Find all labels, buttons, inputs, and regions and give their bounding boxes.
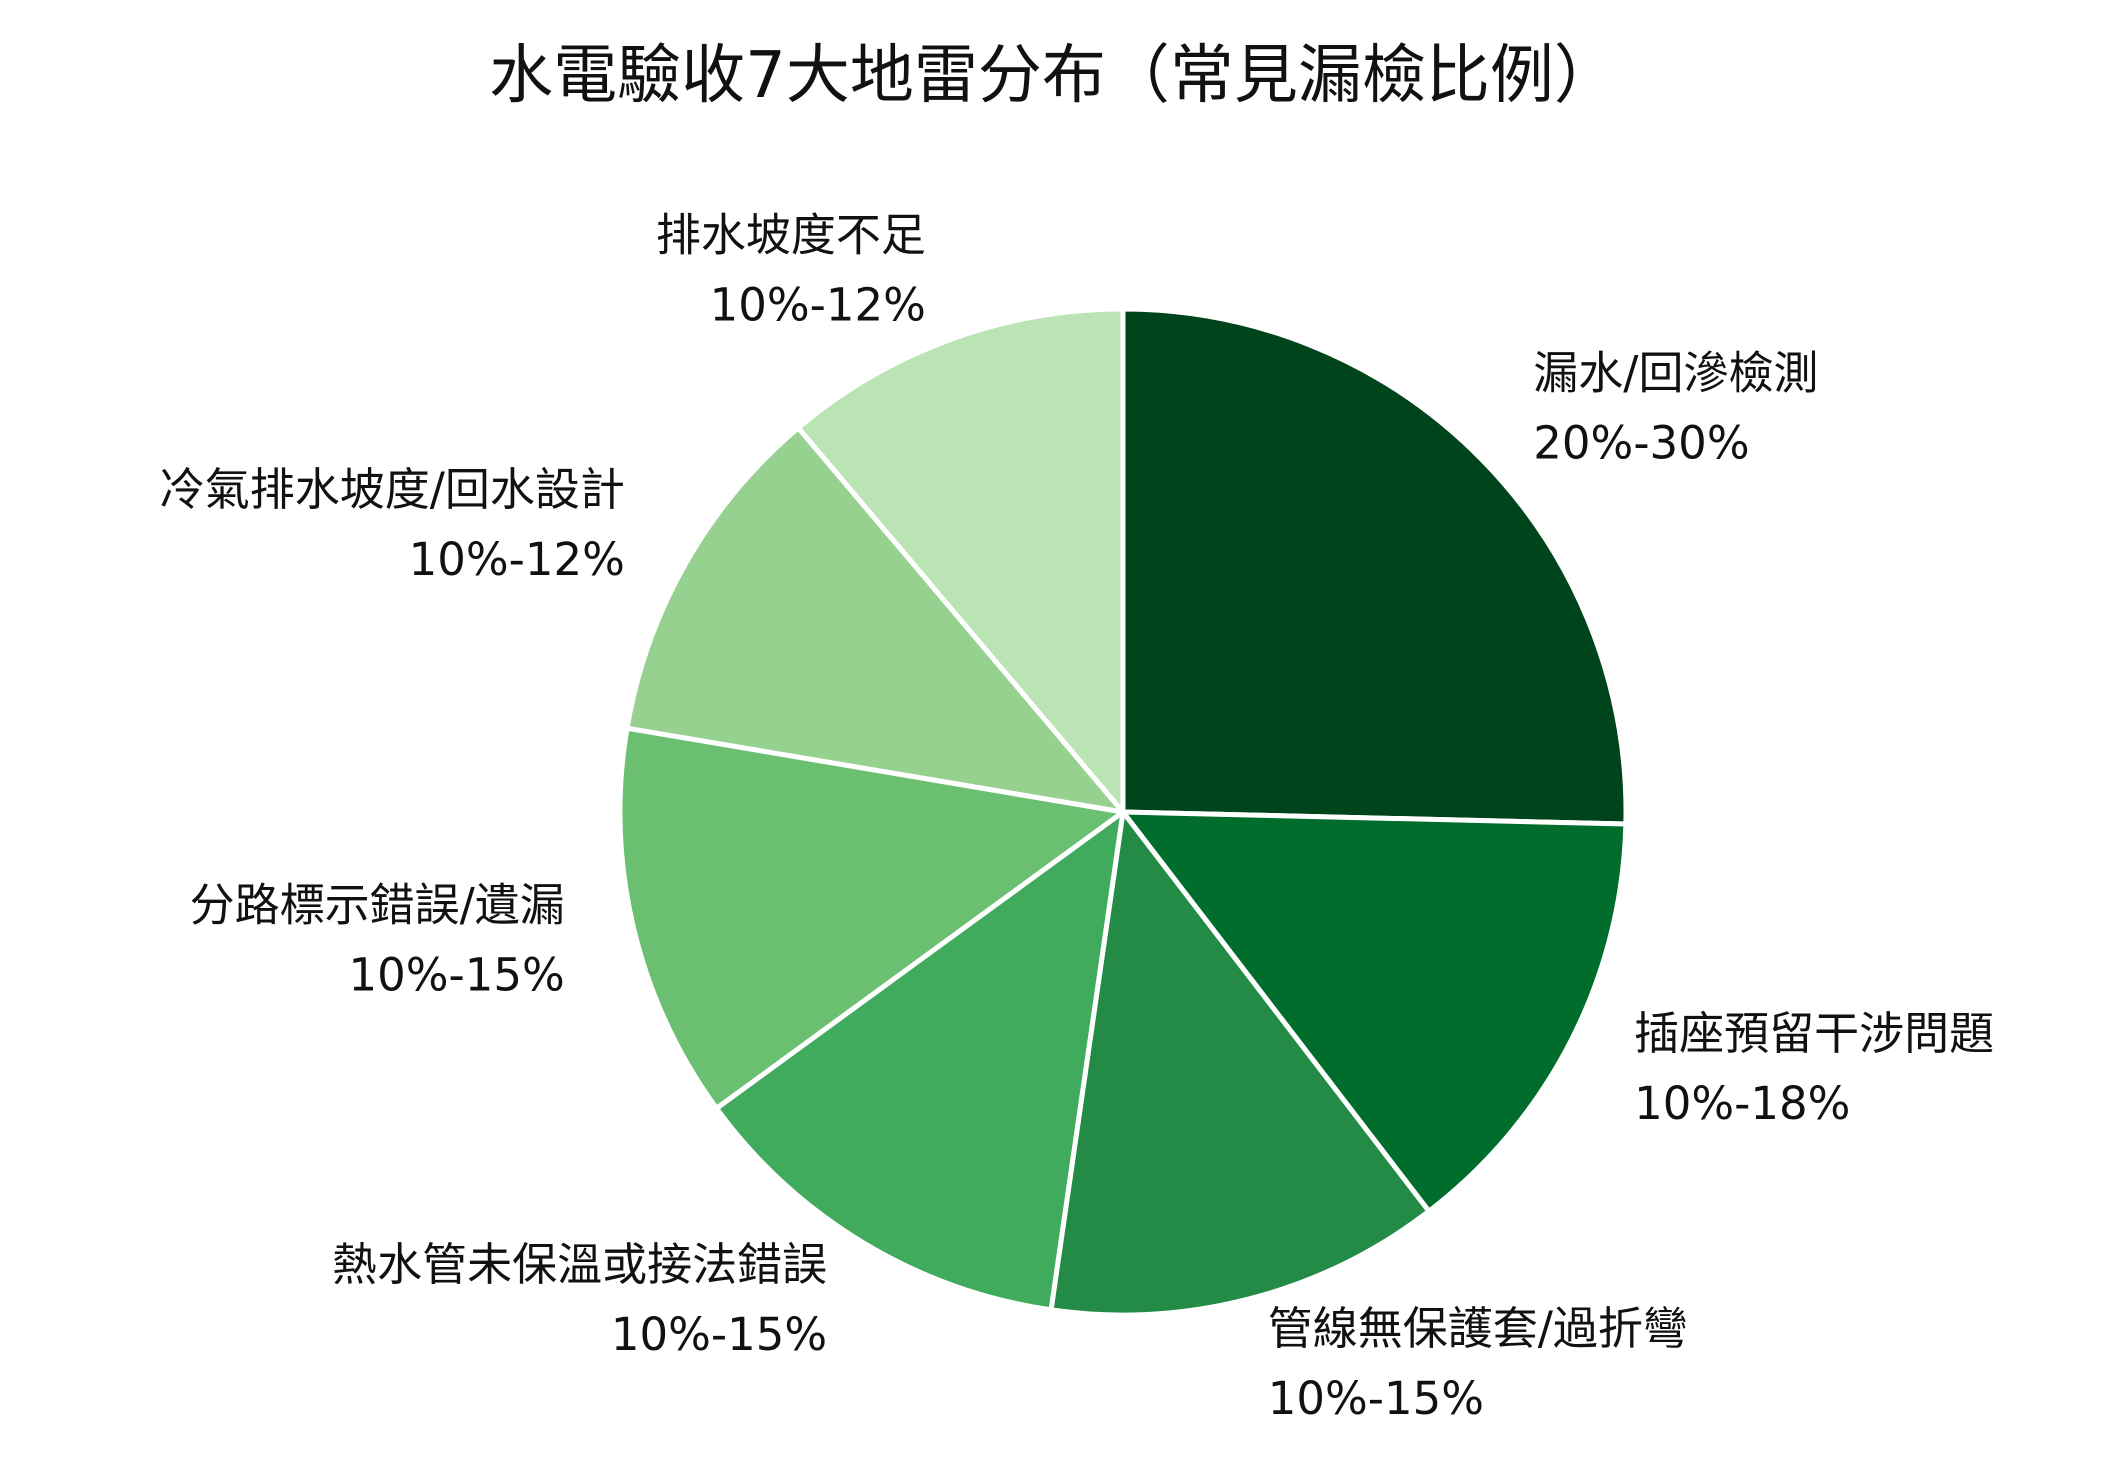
pie-slice-7	[795, 306, 1126, 815]
slice-label-5: 分路標示錯誤/遺漏	[190, 878, 565, 931]
pie-slice-1	[1120, 306, 1629, 827]
slice-label-6: 冷氣排水坡度/回水設計	[160, 463, 625, 516]
slice-value-label-2: 10%-18%	[1634, 1077, 1850, 1130]
pie-slices	[617, 306, 1629, 1318]
pie-slice-5	[617, 725, 1126, 1111]
slice-label-7: 排水坡度不足	[656, 209, 926, 262]
slice-value-label-3: 10%-15%	[1268, 1372, 1484, 1425]
slice-value-label-4: 10%-15%	[611, 1308, 827, 1361]
pie-slice-6	[624, 425, 1126, 815]
slice-label-4: 熱水管未保溫或接法錯誤	[332, 1238, 827, 1291]
slice-value-label-1: 20%-30%	[1533, 416, 1749, 469]
pie-slice-3	[1048, 809, 1432, 1318]
pie-slice-2	[1120, 809, 1629, 1214]
slice-label-2: 插座預留干涉問題	[1634, 1007, 1994, 1060]
slice-label-1: 漏水/回滲檢測	[1533, 346, 1818, 399]
slice-label-3: 管線無保護套/過折彎	[1268, 1302, 1688, 1355]
slice-value-label-7: 10%-12%	[710, 279, 926, 332]
pie-labels: 漏水/回滲檢測 20%-30% 插座預留干涉問題 10%-18% 管線無保護套/過折彎 1…	[160, 209, 1994, 1425]
slice-value-label-6: 10%-12%	[409, 533, 625, 586]
slice-value-label-5: 10%-15%	[349, 948, 565, 1001]
chart-title: 水電驗收7大地雷分布（常見漏檢比例）	[489, 39, 1618, 113]
pie-slice-4	[714, 809, 1126, 1313]
